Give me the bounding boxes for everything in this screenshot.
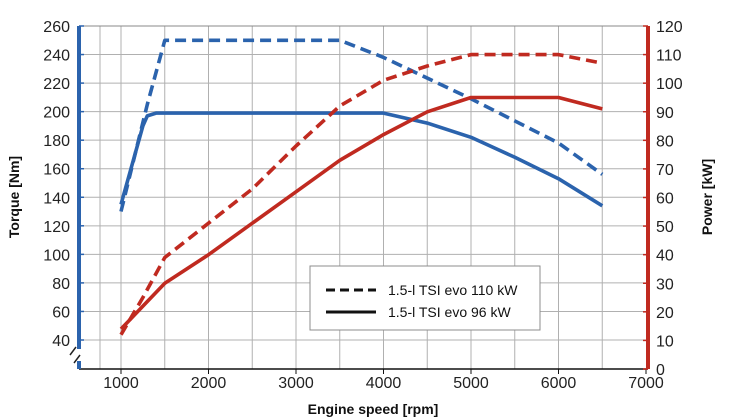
y-right-tick-label: 40 — [656, 248, 674, 265]
y-left-tick-label: 160 — [43, 162, 70, 179]
axes — [69, 25, 650, 374]
y-right-tick-label: 60 — [656, 191, 674, 208]
y-axis-right-title: Power [kW] — [699, 159, 715, 235]
y-left-tick-label: 120 — [43, 219, 70, 236]
series-lines — [119, 38, 604, 336]
x-tick-label: 1000 — [103, 375, 139, 392]
series-line-power-110-kw — [119, 52, 603, 336]
y-right-tick-label: 0 — [656, 362, 665, 379]
legend-label-110kw: 1.5-l TSI evo 110 kW — [388, 282, 518, 298]
y-left-tick-label: 60 — [52, 304, 70, 321]
y-right-tick-label: 120 — [656, 19, 683, 36]
legend-box — [309, 265, 541, 331]
y-right-tick-label: 90 — [656, 105, 674, 122]
y-right-tick-label: 70 — [656, 162, 674, 179]
y-left-tick-label: 260 — [43, 19, 70, 36]
y-left-tick-label: 100 — [43, 247, 70, 264]
y-left-tick-label: 240 — [43, 48, 70, 65]
x-axis-title: Engine speed [rpm] — [308, 401, 439, 417]
legend: 1.5-l TSI evo 110 kW 1.5-l TSI evo 96 kW — [309, 265, 541, 331]
y-left-tick-label: 180 — [43, 133, 70, 150]
y-right-tick-label: 110 — [656, 48, 682, 65]
y-left-tick-label: 220 — [43, 76, 70, 93]
axis-break-mark — [73, 354, 81, 364]
x-tick-label: 7000 — [628, 375, 664, 392]
x-tick-label: 2000 — [191, 375, 227, 392]
tick-labels: 1000 2000 3000 4000 5000 6000 7000406080100120… — [43, 19, 683, 392]
y-right-tick-label: 20 — [656, 305, 674, 322]
x-tick-label: 5000 — [453, 375, 489, 392]
y-right-tick-label: 50 — [656, 219, 674, 236]
y-right-tick-label: 80 — [656, 133, 674, 150]
y-left-tick-label: 140 — [43, 190, 70, 207]
y-right-tick-label: 100 — [656, 76, 683, 93]
y-left-tick-label: 200 — [43, 105, 70, 122]
y-left-tick-label: 80 — [52, 276, 70, 293]
series-line-power-96-kw — [119, 95, 603, 331]
x-tick-label: 6000 — [541, 375, 577, 392]
y-right-tick-label: 10 — [656, 333, 674, 350]
x-tick-label: 4000 — [366, 375, 402, 392]
axis-break-mark — [69, 346, 77, 356]
x-tick-label: 3000 — [278, 375, 314, 392]
legend-label-96kw: 1.5-l TSI evo 96 kW — [388, 304, 511, 320]
series-line-torque-96-kw — [119, 111, 604, 208]
y-left-tick-label: 40 — [52, 333, 70, 350]
series-line-torque-110-kw — [119, 38, 604, 212]
y-right-tick-label: 30 — [656, 276, 674, 293]
y-axis-left-title: Torque [Nm] — [6, 156, 22, 238]
